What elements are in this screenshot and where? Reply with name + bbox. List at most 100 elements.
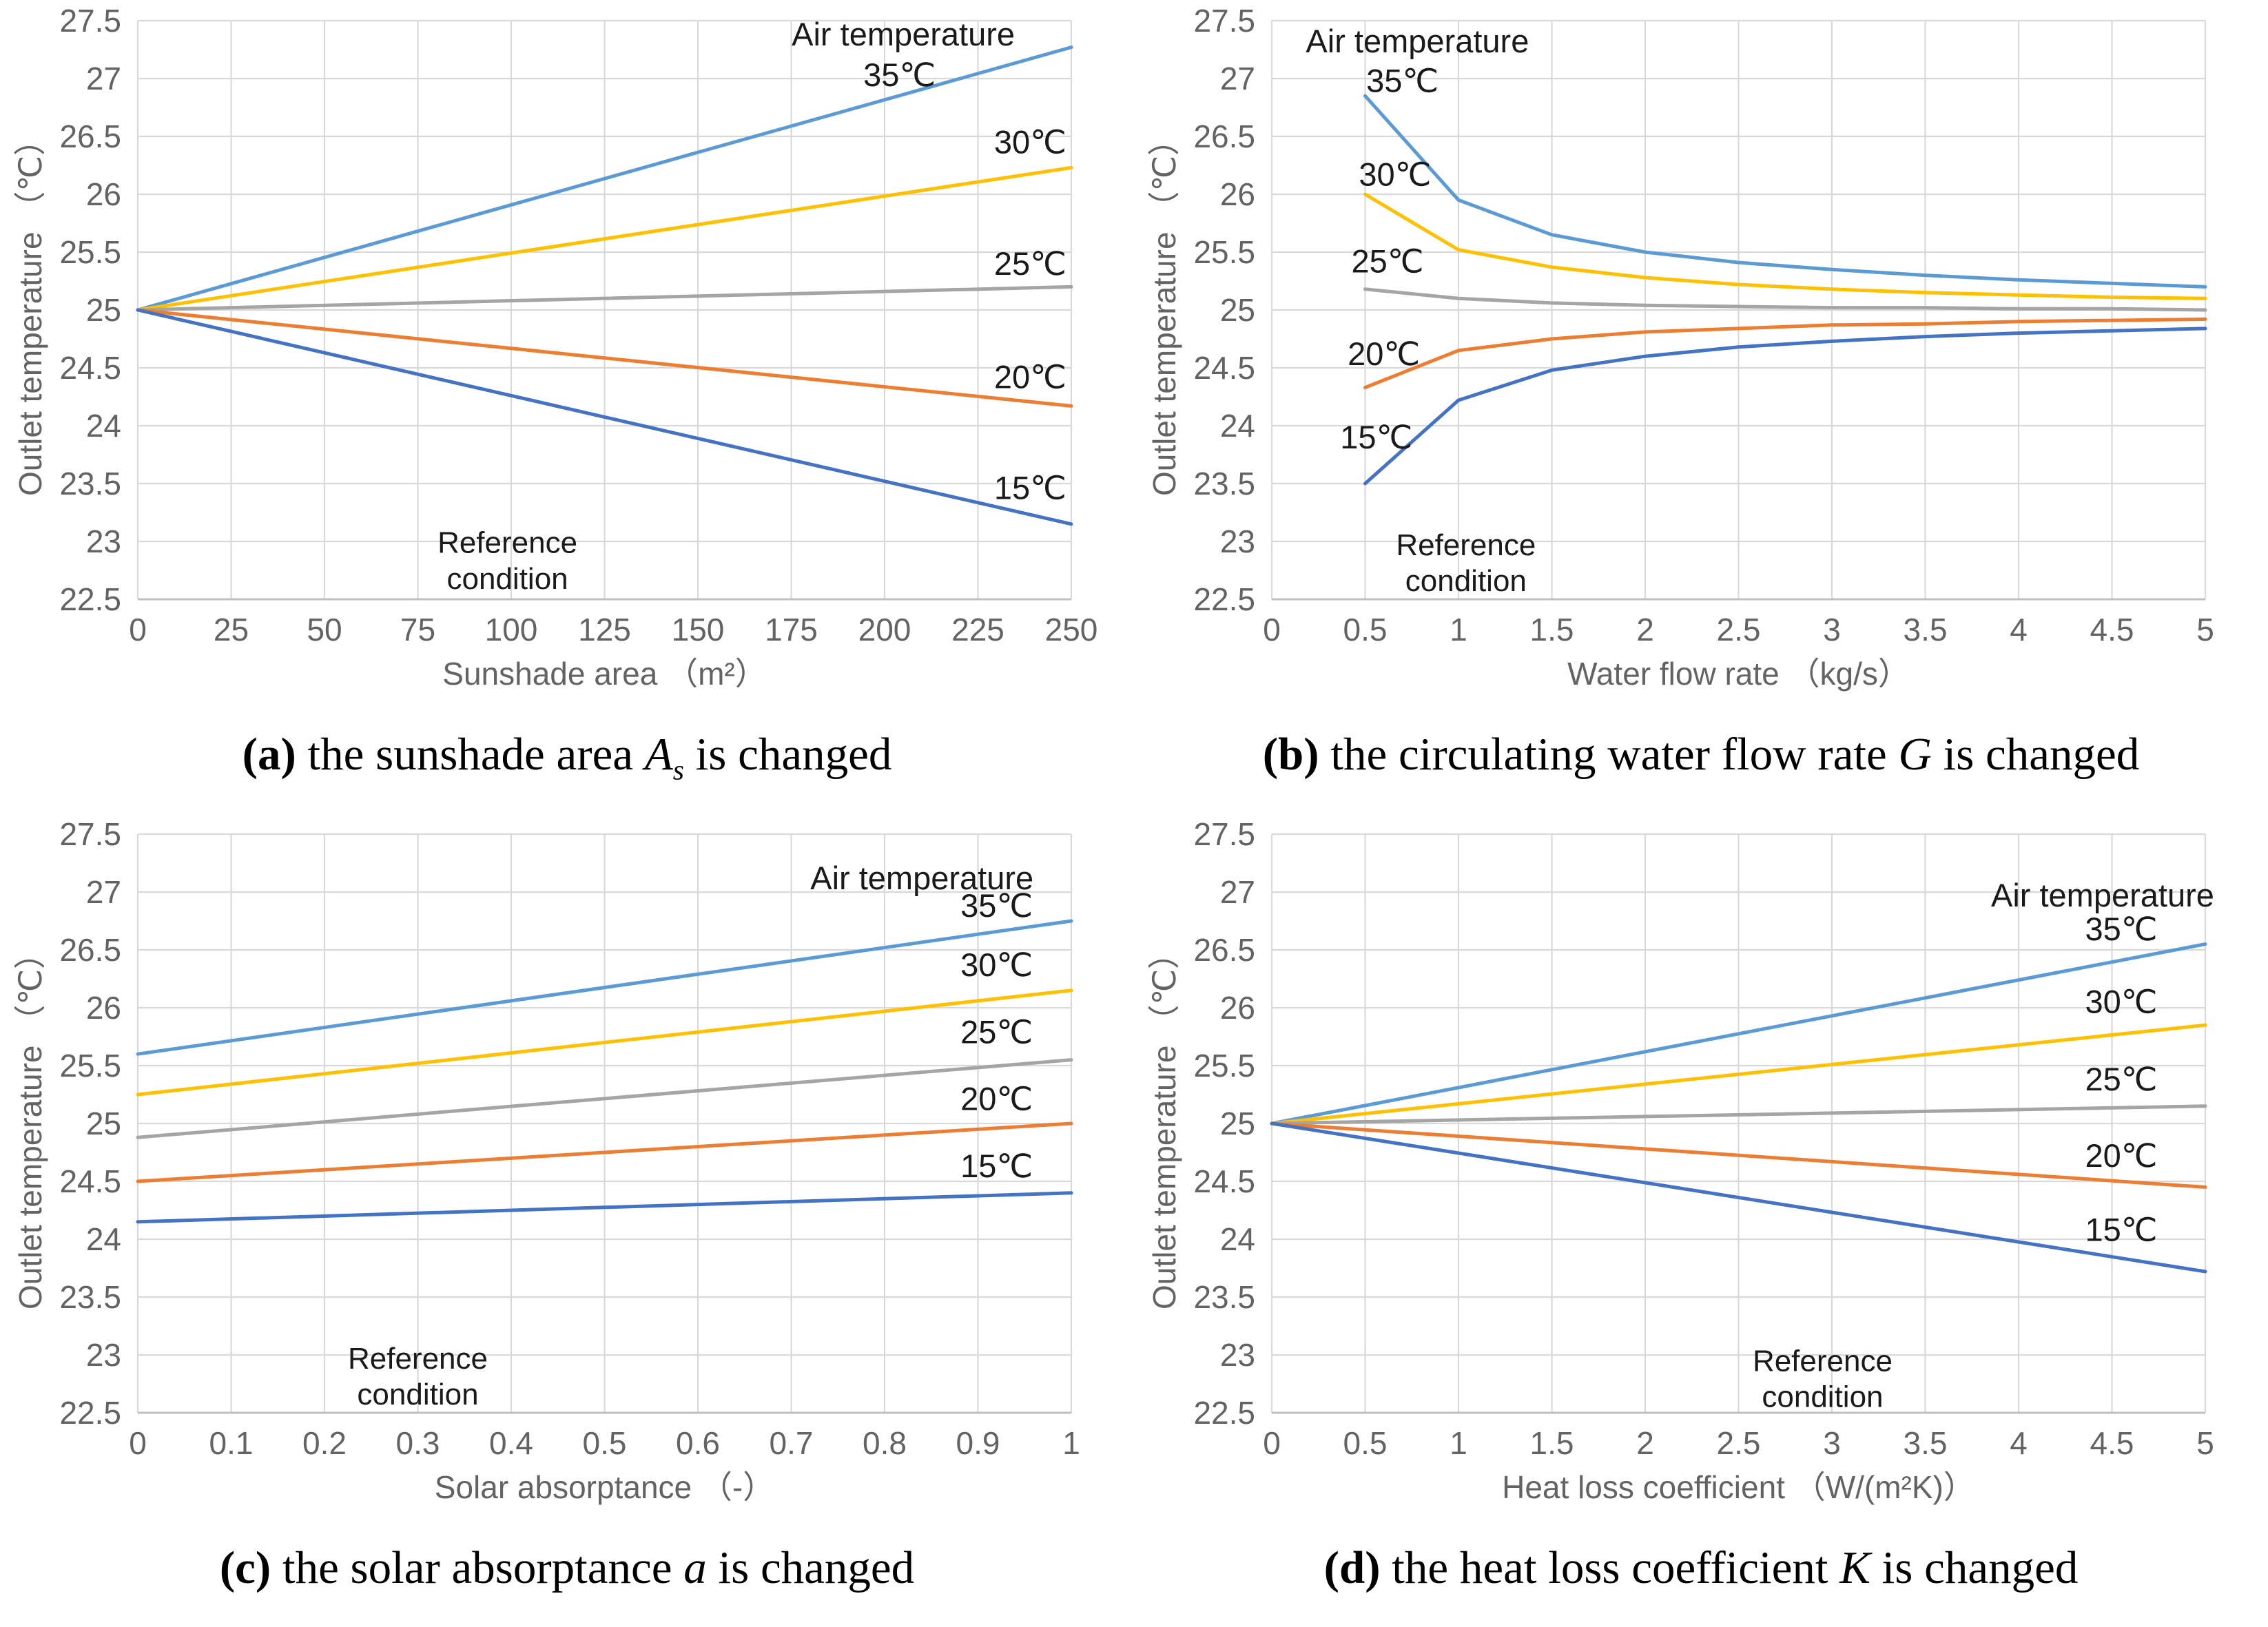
series-line-30c [1270,1023,2207,1126]
x-tick-label: 4 [2010,612,2028,647]
y-tick-label: 25 [86,1106,121,1141]
series-line-15c [136,308,1073,526]
x-tick-labels: 0 25 50 75 100 125 150 175 200 225 250 [129,612,1097,647]
y-axis-title: Outlet temperature （℃） [1146,124,1182,496]
y-tick-label: 24.5 [1193,1163,1255,1199]
series-line-15c [1270,1121,2207,1274]
caption-text-post: is changed [1931,729,2140,780]
y-tick-labels: 22.5 23 23.5 24 24.5 25 25.5 26 26.5 27 27.5 [59,3,121,617]
x-tick-label: 1.5 [1530,612,1574,647]
series-label-30c: 30℃ [1359,156,1431,192]
series-label-20c: 20℃ [1348,335,1420,372]
y-tick-label: 23 [1220,1337,1255,1373]
y-tick-label: 26.5 [59,118,121,154]
series-label-35c: 35℃ [863,56,936,93]
y-tick-label: 24 [86,408,121,444]
x-tick-label: 4.5 [2090,612,2134,647]
caption-text-pre: the solar absorptance [271,1542,684,1593]
caption-c: (c) the solar absorptance a is changed [0,1509,1134,1627]
x-tick-label: 1 [1450,1425,1467,1461]
series-line-20c [136,1121,1073,1183]
caption-variable: a [683,1542,707,1593]
caption-text-pre: the circulating water flow rate [1319,729,1899,780]
series-label-20c: 20℃ [960,1081,1033,1117]
reference-condition-label: Reference [1753,1344,1893,1378]
y-tick-label: 23.5 [59,1279,121,1315]
y-tick-label: 25 [86,292,121,328]
y-tick-label: 26.5 [59,932,121,968]
x-tick-label: 0 [129,1425,147,1461]
y-tick-label: 24 [1220,408,1255,444]
x-tick-label: 100 [485,612,538,647]
x-axis-title: Solar absorptance （-） [435,1469,774,1505]
y-tick-label: 26 [86,176,121,212]
x-tick-label: 0.5 [583,1425,627,1461]
y-tick-label: 22.5 [59,581,121,617]
x-tick-label: 2 [1636,612,1654,647]
series-label-15c: 15℃ [1340,419,1412,455]
y-tick-label: 27 [86,874,121,910]
y-tick-label: 27.5 [1193,3,1255,39]
x-tick-label: 5 [2196,612,2214,647]
y-tick-label: 26.5 [1193,932,1255,968]
series-line-30c [136,165,1073,312]
x-tick-labels: 0 0.1 0.2 0.3 0.4 0.5 0.6 0.7 0.8 0.9 1 [129,1425,1080,1461]
y-tick-labels: 22.5 23 23.5 24 24.5 25 25.5 26 26.5 27 27.5 [59,816,121,1431]
series-line-20c [136,308,1073,408]
series-line-35c [136,45,1073,312]
series-line-30c [1363,192,2207,300]
x-tick-label: 0.8 [863,1425,907,1461]
series-label-15c: 15℃ [960,1148,1033,1184]
x-tick-label: 3.5 [1904,1425,1948,1461]
y-tick-label: 23.5 [59,466,121,501]
panel-c: 22.5 23 23.5 24 24.5 25 25.5 26 26.5 27 27.5 0 0.1 0.… [0,813,1134,1627]
panel-a: 22.5 23 23.5 24 24.5 25 25.5 26 26.5 27 27.5 0 25 50 7… [0,0,1134,813]
gridlines [136,833,1073,1413]
y-tick-label: 23 [1220,524,1255,559]
y-tick-label: 23.5 [1193,466,1255,501]
y-tick-label: 24.5 [59,1163,121,1199]
y-tick-label: 25.5 [59,234,121,270]
x-tick-label: 2.5 [1717,612,1761,647]
series-label-35c: 35℃ [1366,62,1439,99]
reference-condition-label: Reference [1396,528,1536,562]
series-line-15c [1363,327,2207,486]
x-tick-label: 0.1 [209,1425,254,1461]
x-axis-title: Water flow rate （kg/s） [1567,656,1910,692]
gridlines [136,19,1073,599]
x-tick-label: 3 [1823,1425,1841,1461]
caption-text-post: is changed [683,729,892,780]
y-tick-label: 27 [1220,874,1255,910]
y-axis-title: Outlet temperature （℃） [12,124,48,496]
x-tick-labels: 0 0.5 1 1.5 2 2.5 3 3.5 4 4.5 5 [1263,1425,2214,1461]
y-tick-label: 27 [1220,61,1255,96]
y-tick-label: 25.5 [1193,1048,1255,1084]
x-tick-label: 75 [400,612,435,647]
x-tick-label: 0.5 [1343,1425,1388,1461]
y-tick-label: 24.5 [59,350,121,386]
caption-letter: (d) [1323,1542,1381,1593]
y-axis-title: Outlet temperature （℃） [12,937,48,1309]
reference-condition-label: Reference [348,1342,488,1376]
y-tick-label: 23.5 [1193,1279,1255,1315]
x-tick-label: 5 [2196,1425,2214,1461]
series-label-20c: 20℃ [994,358,1066,395]
series-label-15c: 15℃ [994,470,1066,506]
y-axis-title: Outlet temperature （℃） [1146,937,1182,1309]
y-tick-label: 24 [86,1221,121,1257]
series-line-20c [1363,317,2207,390]
reference-condition-label: condition [1405,564,1527,598]
y-tick-label: 23 [86,524,121,559]
y-tick-label: 22.5 [1193,1395,1255,1431]
series-line-35c [136,919,1073,1056]
y-tick-label: 24 [1220,1221,1255,1257]
x-tick-label: 1.5 [1530,1425,1574,1461]
series-line-35c [1270,942,2207,1126]
y-tick-label: 26 [1220,990,1255,1026]
series-line-30c [136,988,1073,1097]
caption-b: (b) the circulating water flow rate G is… [1134,696,2268,813]
reference-condition-label: condition [357,1378,478,1411]
